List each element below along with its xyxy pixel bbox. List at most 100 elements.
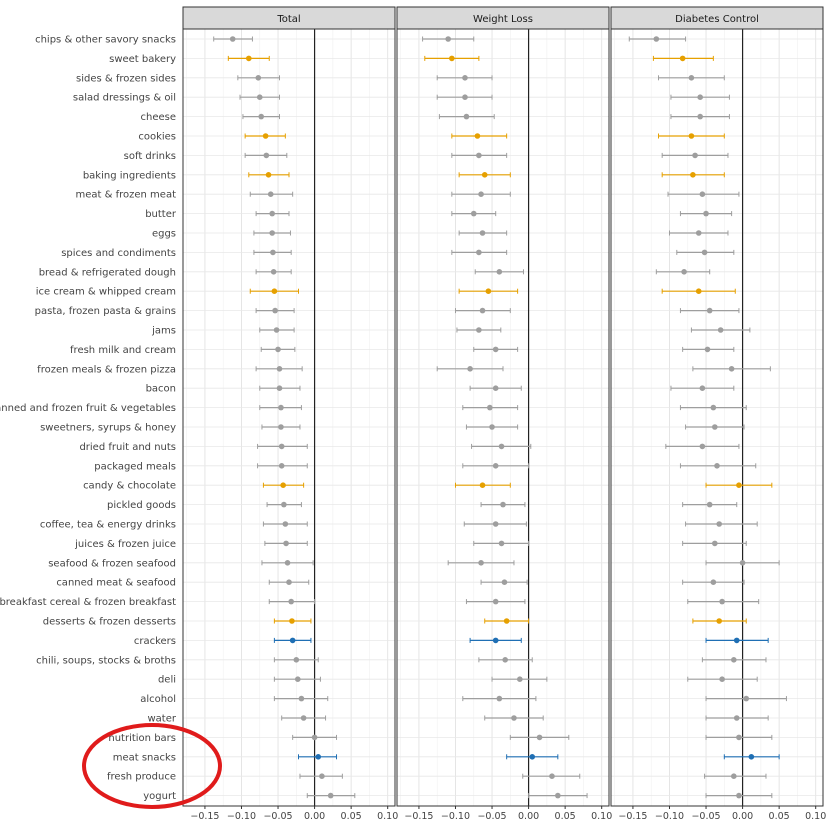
estimate-point — [728, 366, 735, 372]
x-tick-label: −0.15 — [190, 811, 219, 822]
estimate-point — [697, 113, 703, 120]
estimate-point — [716, 521, 722, 527]
estimate-point — [536, 734, 543, 741]
estimate-point — [278, 404, 284, 411]
estimate-point — [492, 385, 499, 392]
category-label: cookies — [138, 132, 176, 143]
estimate-point — [743, 695, 750, 702]
x-tick-label: 0.10 — [591, 811, 612, 822]
category-label: chips & other savory snacks — [35, 35, 176, 46]
category-label: breakfast cereal & frozen breakfast — [0, 597, 176, 608]
facet-title: Diabetes Control — [675, 14, 759, 25]
category-label: canned meat & seafood — [56, 578, 176, 589]
category-label: nutrition bars — [108, 733, 176, 744]
estimate-point — [273, 327, 280, 333]
estimate-point — [712, 424, 718, 430]
estimate-point — [476, 249, 482, 256]
facet-title: Total — [276, 14, 300, 25]
estimate-point — [695, 230, 702, 236]
estimate-point — [289, 637, 296, 644]
x-tick-label: 0.00 — [304, 811, 325, 822]
estimate-point — [489, 424, 495, 430]
estimate-point — [476, 327, 482, 333]
x-tick-label: −0.05 — [691, 811, 720, 822]
estimate-point — [255, 75, 262, 81]
estimate-point — [283, 540, 289, 547]
estimate-point — [517, 676, 523, 682]
estimate-point — [262, 133, 269, 139]
estimate-point — [699, 385, 706, 392]
estimate-point — [501, 579, 508, 585]
estimate-point — [492, 598, 499, 605]
y-axis-category-labels: chips & other savory snacks sweet bakery s… — [0, 35, 177, 803]
category-label: dried fruit and nuts — [79, 442, 176, 453]
panel-background — [611, 29, 823, 806]
x-tick-label: 0.05 — [769, 811, 790, 822]
estimate-point — [445, 36, 451, 42]
estimate-point — [736, 734, 742, 741]
estimate-point — [716, 618, 722, 624]
estimate-point — [272, 307, 278, 314]
category-label: bread & refrigerated dough — [39, 267, 176, 278]
category-label: ice cream & whipped cream — [36, 287, 176, 298]
estimate-point — [555, 792, 561, 799]
estimate-point — [300, 715, 307, 721]
category-label: fresh produce — [107, 772, 176, 783]
estimate-point — [276, 366, 283, 372]
x-tick-label: −0.05 — [263, 811, 292, 822]
estimate-point — [479, 307, 486, 314]
estimate-point — [271, 288, 278, 295]
estimate-point — [697, 94, 703, 100]
estimate-point — [245, 55, 252, 62]
estimate-point — [706, 501, 713, 508]
estimate-point — [478, 191, 484, 197]
category-label: packaged meals — [94, 461, 176, 472]
estimate-point — [276, 385, 283, 392]
category-label: seafood & frozen seafood — [48, 558, 176, 569]
estimate-point — [481, 172, 488, 178]
estimate-point — [688, 133, 695, 139]
estimate-point — [265, 172, 272, 178]
estimate-point — [703, 210, 709, 217]
estimate-point — [270, 269, 277, 275]
estimate-point — [704, 346, 711, 353]
category-label: meat snacks — [113, 752, 176, 763]
estimate-point — [270, 249, 276, 256]
estimate-point — [719, 676, 725, 682]
x-tick-label: −0.15 — [404, 811, 433, 822]
estimate-point — [487, 404, 493, 411]
estimate-point — [263, 152, 270, 159]
estimate-point — [736, 792, 742, 799]
estimate-point — [710, 404, 717, 411]
category-label: fresh milk and cream — [70, 345, 176, 356]
estimate-point — [706, 307, 713, 314]
x-tick-label: −0.05 — [477, 811, 506, 822]
category-label: cheese — [140, 112, 176, 123]
estimate-point — [498, 540, 505, 547]
estimate-point — [717, 327, 724, 333]
category-label: butter — [145, 209, 177, 220]
estimate-point — [278, 443, 285, 450]
estimate-point — [496, 695, 503, 702]
estimate-point — [449, 55, 455, 62]
x-tick-label: −0.10 — [441, 811, 470, 822]
category-label: desserts & frozen desserts — [43, 617, 176, 628]
category-label: bacon — [146, 384, 176, 395]
estimate-point — [284, 560, 291, 566]
category-label: deli — [158, 675, 176, 686]
panel-border — [396, 28, 610, 807]
category-label: crackers — [134, 636, 176, 647]
x-tick-label: −0.15 — [618, 811, 647, 822]
estimate-point — [529, 754, 536, 760]
facet-panel: Weight Loss −0.15 −0.10 −0.05 0.00 0.05 0.10 — [396, 6, 612, 822]
x-tick-label: 0.10 — [377, 811, 398, 822]
estimate-point — [701, 249, 708, 256]
category-label: chili, soups, stocks & broths — [36, 655, 176, 666]
highlight-circle-annotation — [82, 723, 222, 809]
estimate-point — [695, 288, 702, 295]
panel-background — [183, 29, 395, 806]
category-label: sweet bakery — [109, 54, 176, 65]
category-label: sweetners, syrups & honey — [40, 423, 176, 434]
category-label: jams — [151, 326, 176, 337]
